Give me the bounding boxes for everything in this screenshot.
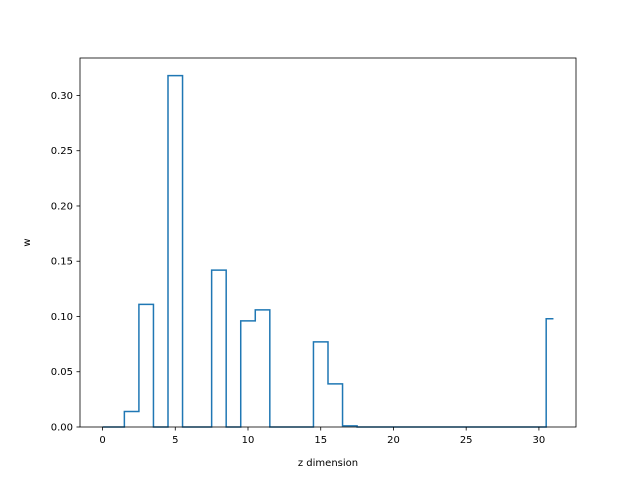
x-tick-label: 5 [172,435,178,446]
y-axis-ticks: 0.00 0.05 0.10 0.15 0.20 0.25 0.30 [51,91,80,434]
y-tick-label: 0.05 [51,367,73,378]
x-tick-label: 25 [460,435,473,446]
y-tick-label: 0.25 [51,146,73,157]
x-axis-ticks: 0 5 10 15 20 25 30 [99,427,545,446]
x-tick-label: 10 [242,435,255,446]
y-tick-label: 0.15 [51,257,73,268]
x-axis-label: z dimension [298,458,358,469]
x-tick-label: 0 [99,435,105,446]
x-tick-label: 30 [533,435,546,446]
y-tick-label: 0.10 [51,312,73,323]
y-tick-label: 0.20 [51,201,73,212]
y-tick-label: 0.30 [51,91,73,102]
x-tick-label: 15 [314,435,327,446]
axes-frame [79,57,577,428]
x-tick-label: 20 [387,435,400,446]
y-axis-label: w [22,238,33,246]
y-tick-label: 0.00 [51,423,73,434]
